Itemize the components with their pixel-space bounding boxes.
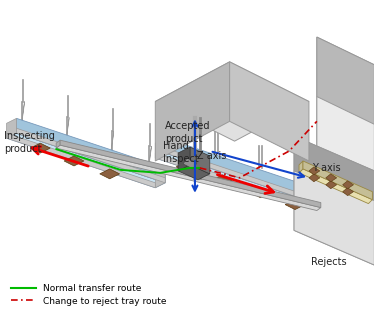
Polygon shape (299, 161, 303, 173)
Polygon shape (176, 162, 196, 172)
Polygon shape (21, 101, 24, 125)
Text: Z axis: Z axis (197, 151, 226, 161)
Polygon shape (155, 138, 165, 158)
Polygon shape (317, 97, 374, 199)
Polygon shape (56, 140, 60, 148)
Polygon shape (303, 161, 372, 200)
Polygon shape (111, 131, 114, 155)
Polygon shape (299, 169, 372, 204)
Polygon shape (66, 117, 69, 141)
Polygon shape (100, 169, 120, 179)
Polygon shape (294, 171, 374, 265)
Polygon shape (250, 188, 270, 198)
Polygon shape (165, 148, 314, 203)
Legend: Normal transfer route, Change to reject tray route: Normal transfer route, Change to reject … (6, 279, 171, 310)
Polygon shape (317, 37, 374, 199)
Polygon shape (155, 153, 304, 208)
Polygon shape (60, 140, 321, 208)
Polygon shape (317, 37, 374, 124)
Polygon shape (17, 128, 165, 183)
Polygon shape (149, 146, 151, 170)
Polygon shape (343, 188, 353, 196)
Text: Inspect: Inspect (163, 154, 199, 164)
Polygon shape (178, 165, 210, 180)
Polygon shape (30, 143, 50, 153)
Polygon shape (304, 188, 314, 208)
Polygon shape (56, 145, 321, 210)
Polygon shape (326, 174, 337, 182)
Polygon shape (7, 133, 155, 188)
Polygon shape (294, 136, 374, 201)
Polygon shape (17, 118, 165, 183)
Polygon shape (309, 174, 320, 182)
Text: Inspecting
product: Inspecting product (4, 131, 55, 154)
Polygon shape (155, 168, 165, 188)
Polygon shape (7, 118, 17, 138)
Polygon shape (165, 138, 314, 203)
Polygon shape (326, 181, 337, 189)
Polygon shape (183, 158, 197, 169)
Polygon shape (64, 156, 84, 166)
Text: Hand: Hand (163, 141, 189, 151)
Polygon shape (343, 181, 353, 189)
Polygon shape (213, 175, 233, 185)
Polygon shape (309, 167, 320, 175)
Text: Y axis: Y axis (312, 163, 341, 173)
Polygon shape (155, 62, 309, 141)
Polygon shape (178, 147, 190, 171)
Text: Rejects: Rejects (311, 257, 347, 267)
Polygon shape (285, 200, 305, 210)
Polygon shape (294, 136, 374, 265)
Text: Accepted
product: Accepted product (165, 121, 211, 144)
Polygon shape (155, 62, 230, 161)
Polygon shape (155, 153, 314, 208)
Polygon shape (7, 133, 165, 188)
Polygon shape (230, 62, 309, 161)
Polygon shape (190, 147, 210, 174)
